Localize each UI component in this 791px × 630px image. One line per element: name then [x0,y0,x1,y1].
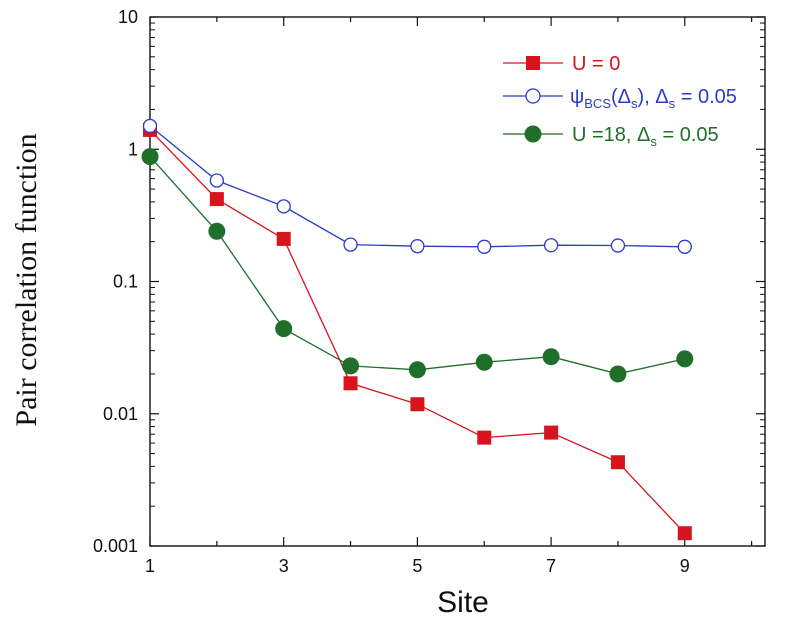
x-axis-title: Site [437,586,489,619]
x-tick-label: 5 [412,556,422,576]
data-point-filled-circle [342,357,360,375]
series-line [149,156,685,375]
data-point-open-circle [410,239,425,254]
y-tick-label: 0.01 [103,404,138,424]
legend-label-u18: U =18, Δs = 0.05 [572,124,719,149]
data-point-filled-circle [275,320,293,338]
legend-item-u0: U = 0 [503,53,620,75]
data-point-open-circle [276,199,291,214]
data-point-open-circle [610,238,626,253]
data-point-square [276,231,291,246]
x-tick-label: 9 [680,556,690,576]
data-point-open-circle [142,118,158,134]
legend-marker-u0 [526,56,540,70]
axis-ticks: 1 3 5 7 9 10 1 0.1 0.01 0.001 [93,7,765,576]
y-tick-label: 1 [128,139,138,159]
series-layer [141,118,694,541]
data-point-square [677,526,692,541]
legend-marker-bcs [525,88,541,104]
series-line [149,129,686,534]
data-point-square [410,397,425,412]
x-tick-label: 1 [145,556,155,576]
data-point-square [477,430,492,445]
data-point-filled-circle [408,361,426,379]
legend-item-u18: U =18, Δs = 0.05 [503,124,719,149]
data-point-square [209,192,224,207]
x-tick-label: 3 [279,556,289,576]
data-point-filled-circle [475,353,493,371]
data-point-filled-circle [141,148,159,166]
data-point-open-circle [477,239,492,254]
legend: U = 0 ψBCS(Δs), Δs = 0.05 U =18, Δs = 0.… [503,53,737,149]
y-tick-label: 10 [118,7,138,27]
y-tick-label: 0.001 [93,536,138,556]
legend-item-bcs: ψBCS(Δs), Δs = 0.05 [503,86,737,111]
data-point-open-circle [543,238,559,253]
series-0 [143,122,692,541]
data-point-square [610,455,625,470]
series-2 [141,148,694,383]
legend-marker-u18 [524,125,542,143]
data-point-filled-circle [609,365,627,383]
data-point-open-circle [677,239,692,254]
legend-label-u0: U = 0 [572,53,620,75]
y-tick-label: 0.1 [113,272,138,292]
data-point-square [343,376,358,391]
x-tick-label: 7 [546,556,556,576]
data-point-square [544,425,559,440]
data-point-open-circle [209,173,224,188]
y-axis-title: Pair correlation function [10,133,43,426]
data-point-open-circle [343,237,358,252]
data-point-filled-circle [676,350,694,368]
data-point-filled-circle [208,222,226,240]
data-point-filled-circle [542,348,560,366]
series-1 [142,118,692,254]
legend-label-bcs: ψBCS(Δs), Δs = 0.05 [570,86,737,111]
